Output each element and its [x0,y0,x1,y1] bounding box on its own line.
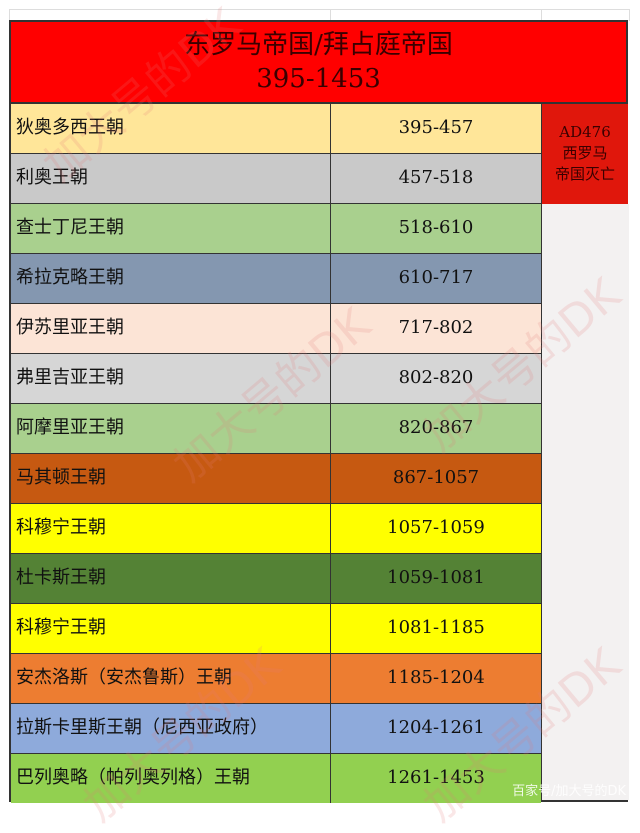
dynasty-name: 希拉克略王朝 [11,254,331,303]
dynasty-name: 狄奥多西王朝 [11,104,331,153]
dynasty-name: 科穆宁王朝 [11,604,331,653]
dynasty-name: 查士丁尼王朝 [11,204,331,253]
dynasty-years: 457-518 [398,167,474,188]
dynasty-years: 1059-1081 [387,567,485,588]
dynasty-years: 610-717 [398,267,474,288]
title-years: 395-1453 [256,64,381,94]
side-note-cell: AD476 西罗马 帝国灭亡 [541,104,628,204]
empty-column-cells [541,204,629,800]
dynasty-name: 安杰洛斯（安杰鲁斯）王朝 [11,654,331,703]
dynasty-years: 1261-1453 [387,767,485,788]
table-row: 狄奥多西王朝 395-457 [11,103,541,153]
dynasty-years: 820-867 [398,417,474,438]
dynasty-years: 1204-1261 [387,717,485,738]
dynasty-name: 拉斯卡里斯王朝（尼西亚政府） [11,704,331,753]
table-row: 查士丁尼王朝 518-610 [11,203,541,253]
table-row: 科穆宁王朝 1057-1059 [11,503,541,553]
side-note-text: 西罗马 [562,144,608,162]
dynasty-years: 802-820 [398,367,474,388]
table-row: 利奥王朝 457-518 [11,153,541,203]
table-row: 巴列奥略（帕列奥列格）王朝 1261-1453 [11,753,541,803]
dynasty-years: 1057-1059 [387,517,485,538]
dynasty-table: 东罗马帝国/拜占庭帝国 395-1453 狄奥多西王朝 395-457 利奥王朝 45… [9,20,629,803]
table-row: 杜卡斯王朝 1059-1081 [11,553,541,603]
table-row: 阿摩里亚王朝 820-867 [11,403,541,453]
dynasty-name: 马其顿王朝 [11,454,331,503]
dynasty-years: 518-610 [398,217,474,238]
table-row: 拉斯卡里斯王朝（尼西亚政府） 1204-1261 [11,703,541,753]
table-row: 弗里吉亚王朝 802-820 [11,353,541,403]
dynasty-name: 杜卡斯王朝 [11,554,331,603]
credit-watermark: 百家号/加大号的DK [512,784,626,799]
table-row: 希拉克略王朝 610-717 [11,253,541,303]
spreadsheet-gridlines [9,9,630,21]
table-row: 科穆宁王朝 1081-1185 [11,603,541,653]
dynasty-years: 395-457 [398,117,474,138]
table-row: 马其顿王朝 867-1057 [11,453,541,503]
title-line: 东罗马帝国/拜占庭帝国 [184,30,453,60]
table-title: 东罗马帝国/拜占庭帝国 395-1453 [11,22,626,104]
dynasty-name: 伊苏里亚王朝 [11,304,331,353]
side-note-year: AD476 [559,123,611,141]
dynasty-years: 867-1057 [392,467,480,488]
dynasty-name: 巴列奥略（帕列奥列格）王朝 [11,754,331,803]
dynasty-name: 科穆宁王朝 [11,504,331,553]
table-row: 伊苏里亚王朝 717-802 [11,303,541,353]
table-row: 安杰洛斯（安杰鲁斯）王朝 1185-1204 [11,653,541,703]
dynasty-years: 1081-1185 [387,617,485,638]
dynasty-name: 利奥王朝 [11,154,331,203]
dynasty-name: 弗里吉亚王朝 [11,354,331,403]
dynasty-years: 717-802 [398,317,474,338]
dynasty-name: 阿摩里亚王朝 [11,404,331,453]
side-note-text: 帝国灭亡 [554,165,615,183]
dynasty-years: 1185-1204 [387,667,485,688]
